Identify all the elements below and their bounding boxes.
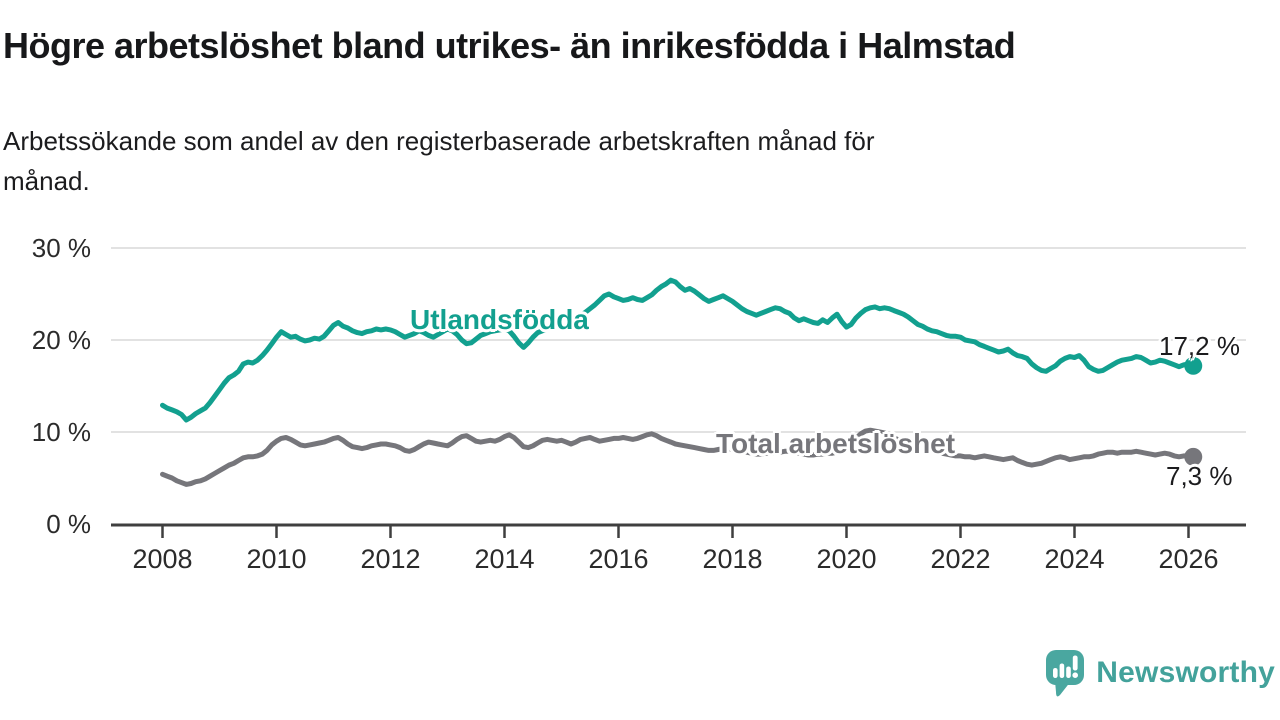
- x-axis-tick-label: 2024: [1044, 544, 1104, 574]
- x-axis-tick-label: 2022: [930, 544, 990, 574]
- y-axis-tick-label: 20 %: [32, 325, 91, 355]
- y-axis-tick-label: 0 %: [46, 509, 91, 539]
- end-value-label-utlandsfodda: 17,2 %: [1159, 331, 1240, 361]
- x-axis-tick-label: 2012: [360, 544, 420, 574]
- y-axis-tick-label: 30 %: [32, 233, 91, 263]
- x-axis-tick-label: 2018: [702, 544, 762, 574]
- x-axis-tick-label: 2016: [588, 544, 648, 574]
- series-end-dot-total: [1184, 447, 1203, 466]
- newsworthy-logo: Newsworthy: [1045, 648, 1275, 698]
- end-value-label-total: 7,3 %: [1166, 461, 1233, 491]
- page-subtitle: Arbetssökande som andel av den registerb…: [3, 126, 875, 197]
- x-axis-tick-label: 2008: [132, 544, 192, 574]
- newsworthy-speech-bubble-icon: [1046, 650, 1085, 697]
- series-label-total: Total arbetslöshet: [716, 428, 956, 459]
- page-title: Högre arbetslöshet bland utrikes- än inr…: [3, 25, 1016, 66]
- y-axis-tick-label: 10 %: [32, 417, 91, 447]
- series-label-utlandsfodda: Utlandsfödda: [410, 304, 589, 335]
- x-axis-tick-label: 2026: [1158, 544, 1218, 574]
- x-axis-tick-label: 2020: [816, 544, 876, 574]
- series-line-total: [160, 427, 1196, 487]
- x-axis-tick-label: 2010: [246, 544, 306, 574]
- newsworthy-logo-text: Newsworthy: [1096, 656, 1275, 689]
- series-line-utlandsfodda: [160, 277, 1196, 423]
- x-axis-tick-label: 2014: [474, 544, 534, 574]
- series-end-dot-utlandsfodda: [1184, 356, 1203, 375]
